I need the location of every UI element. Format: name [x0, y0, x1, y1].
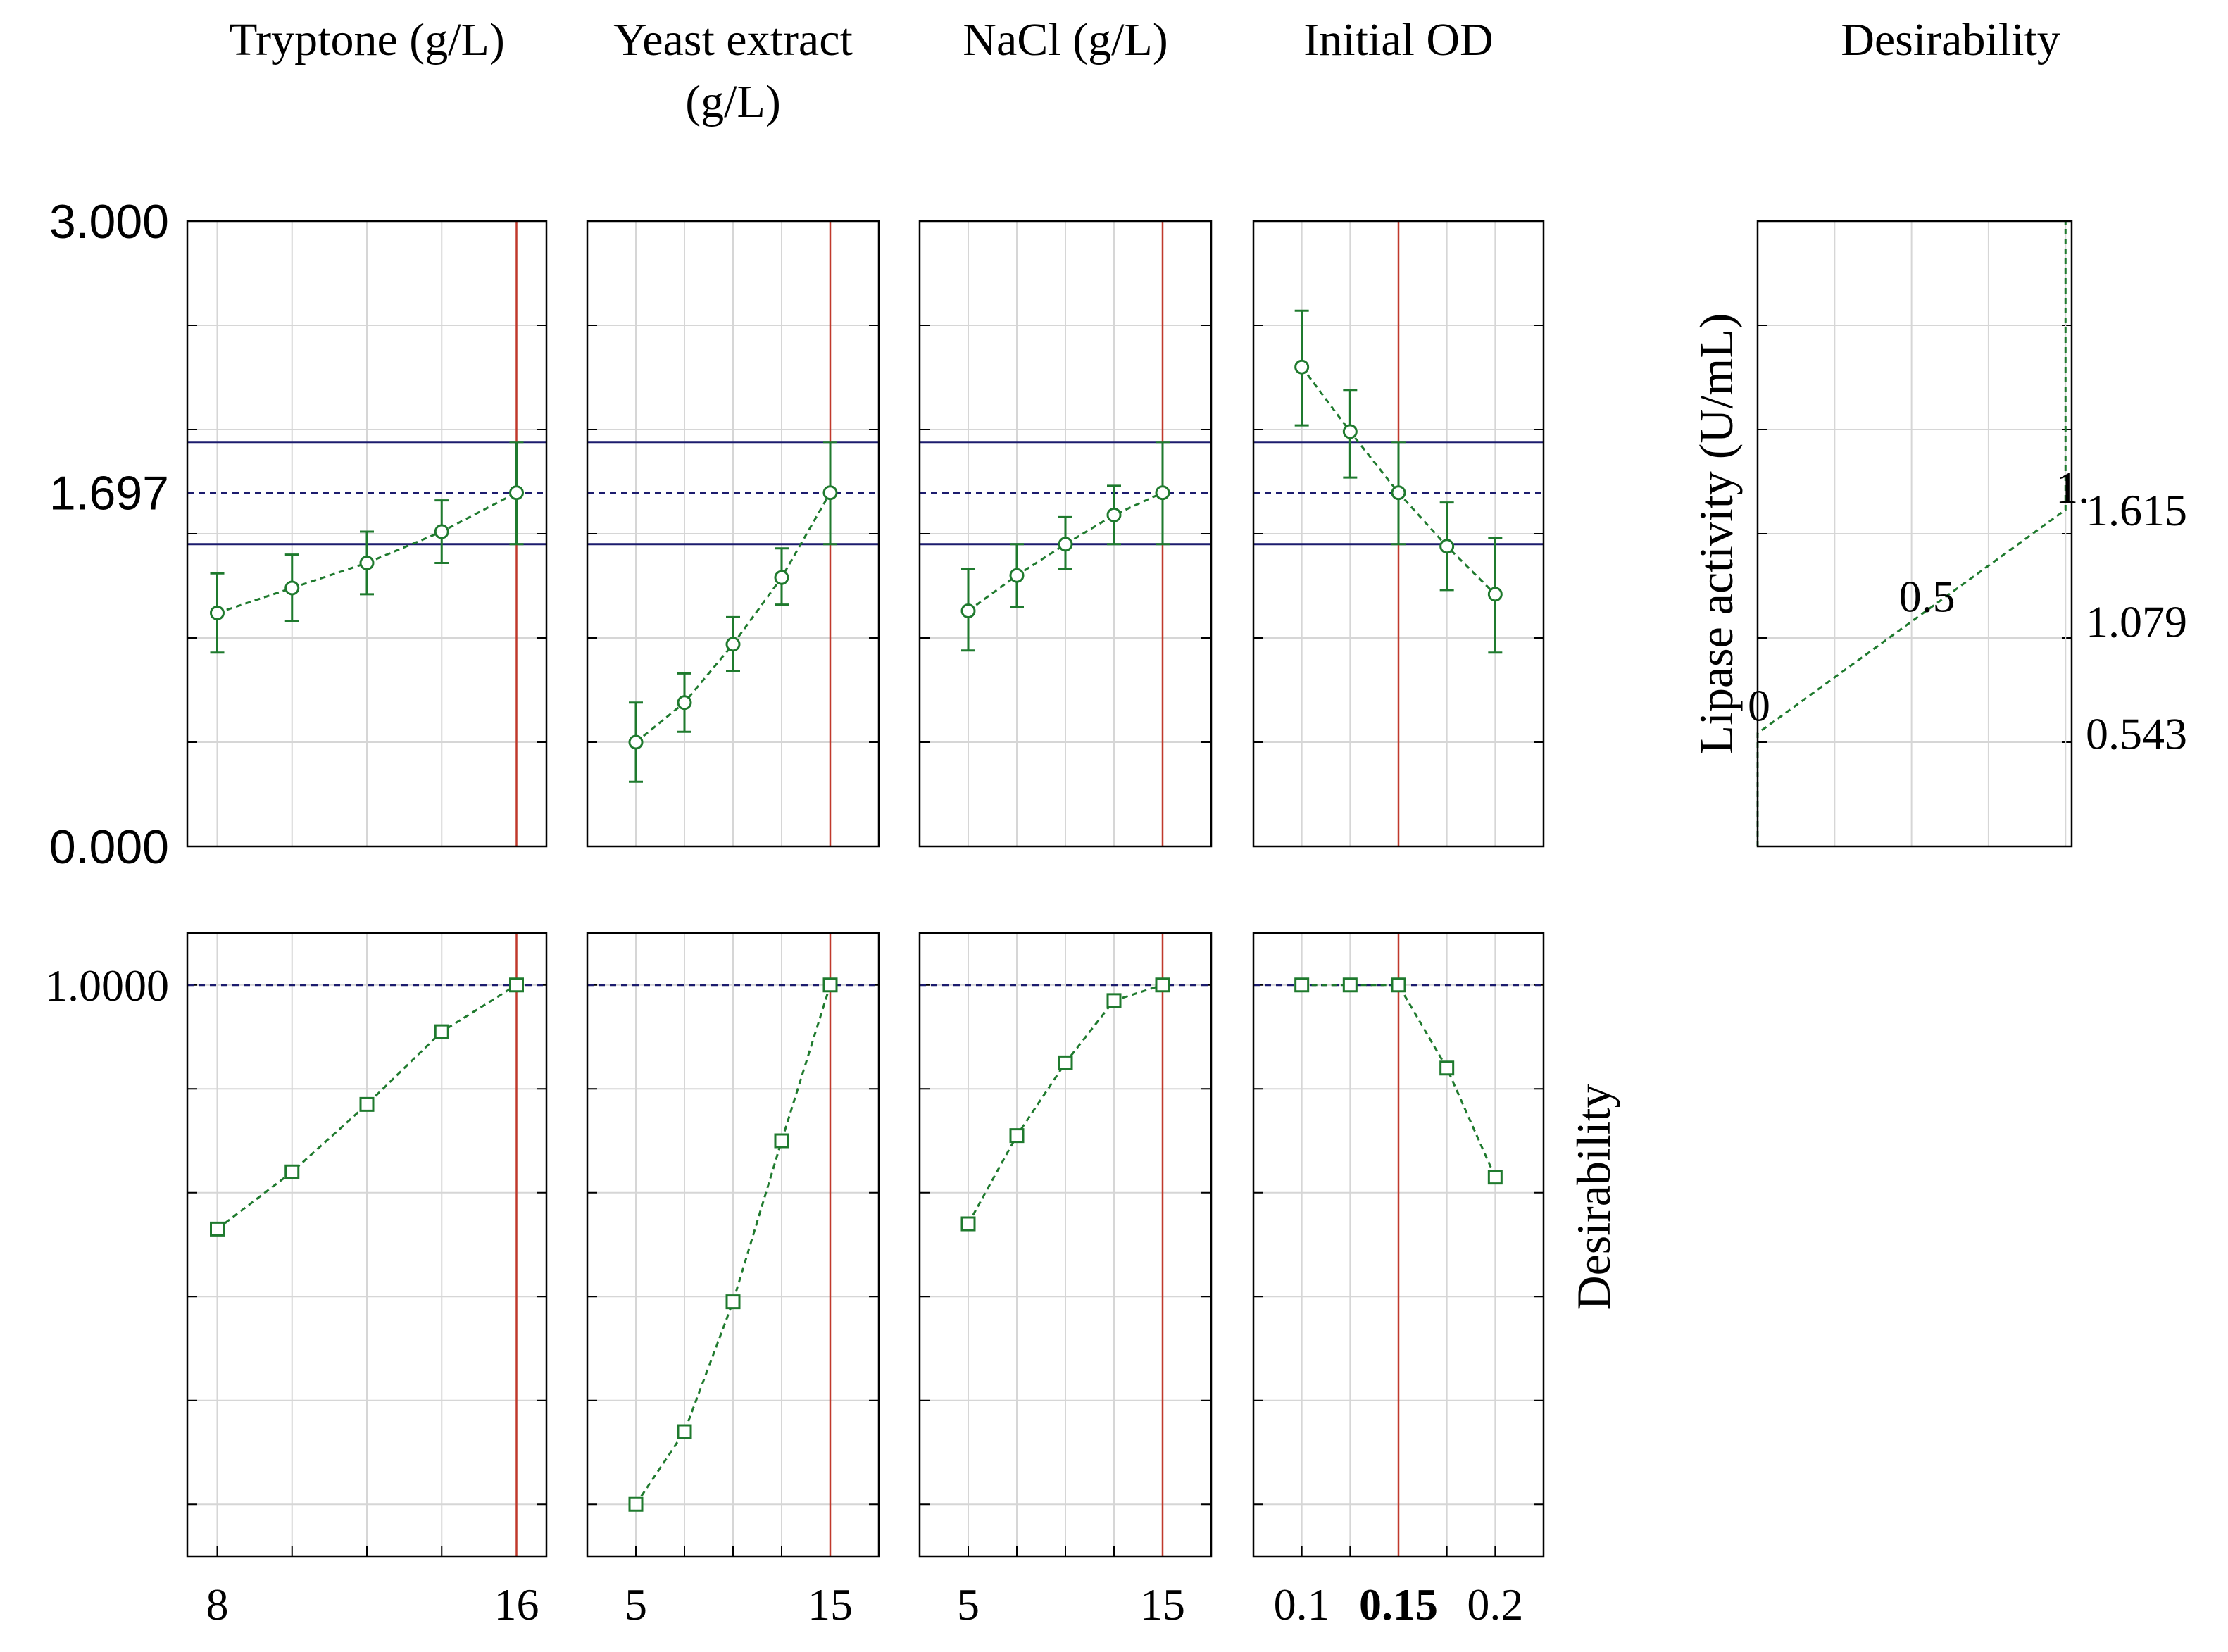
desirability-point-label: 0.5: [1899, 572, 1955, 622]
desirability-point: [628, 1496, 644, 1512]
desirability-point: [960, 1216, 976, 1232]
x-tick-label: 5: [957, 1579, 980, 1629]
lipase-panel-frame: [1252, 220, 1545, 848]
lipase-y-tick-label: 3.000: [49, 195, 169, 249]
desirability-point: [434, 1024, 449, 1039]
column-title-tryptone: Tryptone (g/L): [229, 14, 505, 65]
x-tick-label: 15: [1140, 1579, 1185, 1629]
x-tick-label: 8: [206, 1579, 229, 1629]
column-title-od: Initial OD: [1303, 14, 1493, 65]
lipase-point: [1106, 507, 1122, 522]
lipase-point: [677, 695, 692, 711]
lipase-panel-frame: [586, 220, 880, 848]
lipase-panel-frame: [918, 220, 1213, 848]
lipase-point: [960, 603, 976, 619]
desirability-profile-line: [634, 984, 832, 1506]
lipase-point: [628, 734, 644, 750]
lipase-right-tick-label: 0.543: [2086, 708, 2187, 758]
desirability-point: [1009, 1128, 1025, 1144]
x-tick-label: 0.2: [1467, 1579, 1523, 1629]
lipase-point: [1487, 587, 1503, 602]
lipase-point: [284, 580, 300, 596]
desirability-profile-line: [216, 984, 518, 1230]
column-title-yeast: Yeast extract: [613, 14, 853, 65]
desirability-point: [284, 1164, 300, 1179]
lipase-point: [1009, 568, 1025, 583]
x-tick-label: 15: [808, 1579, 853, 1629]
lipase-profile-line: [968, 492, 1163, 612]
lipase-panel-frame: [186, 220, 548, 848]
column-title-yeast: (g/L): [685, 76, 781, 127]
desirability-point-label: 0: [1748, 680, 1770, 730]
desirability-panel-frame: [186, 932, 548, 1558]
desirability-point: [1342, 977, 1358, 993]
lipase-point: [774, 570, 789, 585]
desirability-point: [1106, 993, 1122, 1008]
lipase-point: [1439, 539, 1455, 554]
desirability-panel-frame: [586, 932, 880, 1558]
desirability-function-frame: [1756, 220, 2073, 848]
desirability-point: [1439, 1060, 1455, 1076]
desirability-panel-frame: [1252, 932, 1545, 1558]
lipase-point: [1391, 485, 1406, 501]
desirability-point: [509, 977, 524, 993]
lipase-point: [210, 605, 225, 620]
lipase-point: [725, 637, 741, 652]
lipase-point: [822, 485, 838, 501]
desirability-point-label: 1.: [2055, 463, 2089, 513]
lipase-y-tick-label: 0.000: [49, 820, 169, 874]
lipase-right-tick-label: 1.615: [2086, 485, 2187, 535]
x-tick-label: 5: [625, 1579, 647, 1629]
desirability-point: [1155, 977, 1170, 993]
lipase-right-tick-label: 1.079: [2086, 597, 2187, 647]
desirability-point: [359, 1096, 375, 1112]
x-tick-label: 16: [494, 1579, 539, 1629]
desirability-point: [1487, 1170, 1503, 1185]
lipase-point: [434, 524, 449, 539]
desirability-point: [822, 977, 838, 993]
desirability-point: [774, 1133, 789, 1149]
lipase-y-tick-label: 1.697: [49, 467, 169, 520]
lipase-point: [1294, 359, 1310, 375]
lipase-point: [509, 485, 524, 501]
desirability-function-title: Desirability: [1841, 14, 2060, 65]
desirability-panel-frame: [918, 932, 1213, 1558]
desirability-point: [1391, 977, 1406, 993]
desirability-point: [1294, 977, 1310, 993]
column-title-nacl: NaCl (g/L): [963, 14, 1168, 65]
desirability-point: [1058, 1055, 1073, 1070]
lipase-point: [359, 555, 375, 570]
x-tick-label: 0.1: [1274, 1579, 1330, 1629]
desirability-axis-label: Desirability: [1567, 1084, 1620, 1310]
desirability-point: [210, 1221, 225, 1237]
desirability-y-tick-label: 1.0000: [45, 960, 169, 1010]
lipase-activity-axis-label: Lipase activity (U/mL): [1689, 313, 1743, 755]
lipase-point: [1155, 485, 1170, 501]
desirability-point: [725, 1294, 741, 1310]
desirability-point: [677, 1424, 692, 1439]
desirability-profile-line: [1301, 984, 1496, 1178]
lipase-point: [1342, 424, 1358, 439]
x-tick-label: 0.15: [1359, 1579, 1438, 1629]
lipase-point: [1058, 537, 1073, 552]
